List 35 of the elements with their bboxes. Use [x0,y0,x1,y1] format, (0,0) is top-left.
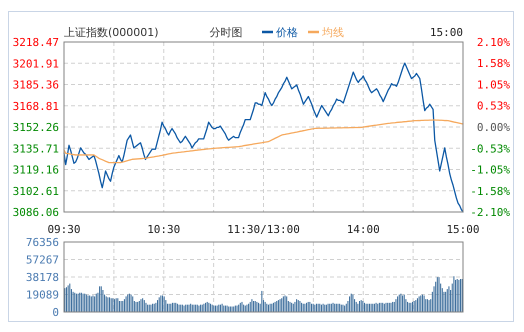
y-tick-label: 3152.26 [12,121,59,134]
y2-tick-label: 1.58% [476,57,510,70]
y-tick-label: 3119.16 [12,164,59,177]
legend-label: 价格 [275,26,298,39]
y-tick-label: 38178 [26,271,59,284]
x-tick-label: 15:00 [446,223,480,236]
y-tick-label: 57267 [26,254,59,266]
text: 15:00 [430,26,463,39]
line-series [63,119,464,164]
y-tick-label: 3102.61 [12,184,59,198]
y-tick-label: 3201.91 [12,57,59,70]
x-tick-label: 09:30 [47,223,81,236]
y-tick-label: 76356 [26,236,59,249]
y2-tick-label: -1.58% [470,184,510,198]
y-tick-label: 3185.36 [12,78,59,92]
y2-tick-label: 2.10% [476,36,510,49]
y-tick-label: 3086.06 [12,206,59,219]
line-series [63,62,464,213]
y2-tick-label: 0.00% [476,121,510,134]
legend-label: 均线 [321,26,344,39]
y2-tick-label: -0.53% [470,142,510,156]
y2-tick-label: 0.53% [476,100,510,113]
y-tick-label: 3135.71 [12,142,59,156]
x-tick-label: 10:30 [147,223,180,236]
y-tick-label: 19089 [26,288,59,302]
y-tick-label: 3218.47 [12,36,59,49]
x-tick-label: 11:30/13:00 [227,223,300,236]
y2-tick-label: -1.05% [470,164,510,176]
chart-title: 上证指数(000001) [64,26,159,39]
y-tick-label: 3168.81 [12,100,59,113]
y2-tick-label: -2.10% [470,206,510,219]
chart-subtitle: 分时图 [210,26,242,39]
x-tick-label: 14:00 [346,223,380,236]
y-tick-label: 0 [52,306,59,319]
y2-tick-label: 1.05% [476,78,510,92]
